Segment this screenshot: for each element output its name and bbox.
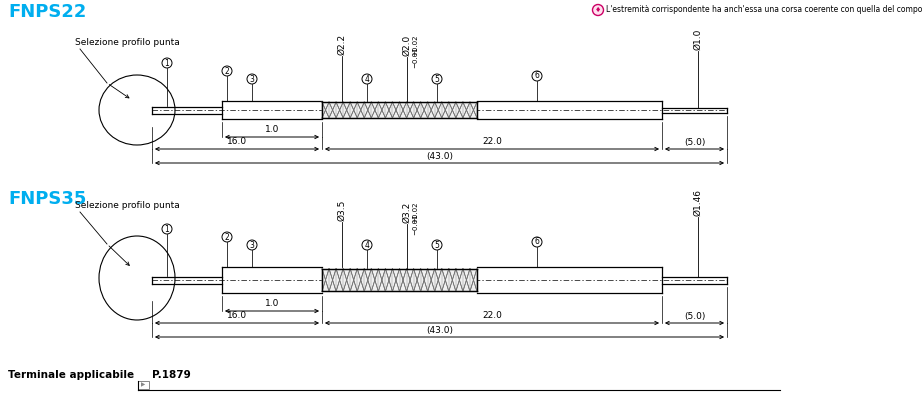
Bar [322,269,477,291]
Text: P.1879: P.1879 [152,370,191,380]
Text: Ø2.2: Ø2.2 [337,34,347,55]
Text: −0.01: −0.01 [412,213,419,234]
Text: +0.02: +0.02 [412,201,419,222]
Text: 22.0: 22.0 [482,137,502,146]
Text: Selezione profilo punta: Selezione profilo punta [75,201,180,210]
Text: FNPS22: FNPS22 [8,3,87,21]
Text: (5.0): (5.0) [684,312,705,320]
Text: Selezione profilo punta: Selezione profilo punta [75,38,180,47]
Text: 1.0: 1.0 [265,300,279,308]
Text: (43.0): (43.0) [426,326,453,334]
Text: 5: 5 [434,74,440,84]
Text: 1.0: 1.0 [265,125,279,135]
Text: 22.0: 22.0 [482,312,502,320]
Text: 3: 3 [250,74,254,84]
Text: 6: 6 [535,238,539,246]
Text: FNPS35: FNPS35 [8,190,87,208]
Text: 2: 2 [225,66,230,76]
Text: 2: 2 [225,232,230,242]
Text: 1: 1 [165,59,170,68]
Text: 1: 1 [165,224,170,234]
Bar [322,102,477,118]
Text: Ø3.2: Ø3.2 [403,201,412,222]
Text: Ø3.5: Ø3.5 [337,200,347,221]
Text: 4: 4 [364,240,370,250]
Text: (5.0): (5.0) [684,137,705,146]
Text: Terminale applicabile: Terminale applicabile [8,370,134,380]
Text: (43.0): (43.0) [426,152,453,160]
Text: Ø2.0: Ø2.0 [403,35,412,56]
Circle shape [593,4,604,16]
Text: 6: 6 [535,72,539,80]
Text: Ø1.46: Ø1.46 [693,189,703,216]
Text: +0.02: +0.02 [412,35,419,56]
Text: 5: 5 [434,240,440,250]
Text: ♦: ♦ [595,7,601,13]
Text: Ø1.0: Ø1.0 [693,29,703,50]
Text: ▶: ▶ [141,382,146,388]
Text: 3: 3 [250,240,254,250]
Text: 16.0: 16.0 [227,312,247,320]
Bar [138,381,149,389]
Text: 16.0: 16.0 [227,137,247,146]
Text: L'estremità corrispondente ha anch'essa una corsa coerente con quella del compon: L'estremità corrispondente ha anch'essa … [606,6,922,14]
Text: −0.01: −0.01 [412,47,419,68]
Text: 4: 4 [364,74,370,84]
